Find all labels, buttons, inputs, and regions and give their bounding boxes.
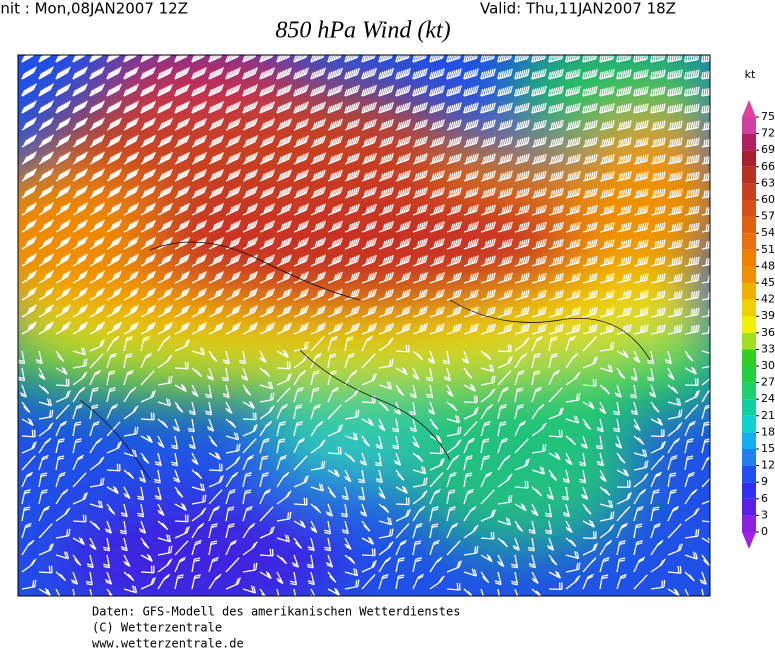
colorbar-tick-label: 51 xyxy=(761,243,775,256)
colorbar-tick-label: 30 xyxy=(761,359,775,372)
footer-line: www.wetterzentrale.de xyxy=(92,637,244,648)
colorbar-bin xyxy=(742,382,756,400)
colorbar-tick-label: 45 xyxy=(761,276,775,289)
map-frame xyxy=(17,54,711,597)
colorbar-tick-label: 42 xyxy=(761,293,775,306)
colorbar-tick-label: 33 xyxy=(761,342,775,355)
colorbar-tick-label: 15 xyxy=(761,442,775,455)
colorbar-tick-label: 12 xyxy=(761,459,775,472)
colorbar-tick-label: 27 xyxy=(761,376,775,389)
footer-line: Daten: GFS-Modell des amerikanischen Wet… xyxy=(92,605,460,619)
colorbar-bin xyxy=(742,166,756,184)
colorbar-tick-label: 24 xyxy=(761,392,775,405)
footer-line: (C) Wetterzentrale xyxy=(92,621,222,635)
colorbar-bin xyxy=(742,449,756,466)
colorbar-bin xyxy=(742,432,756,449)
colorbar-arrow xyxy=(742,532,756,549)
map xyxy=(18,55,710,596)
colorbar-bin xyxy=(742,216,756,234)
colorbar-arrow xyxy=(742,100,756,117)
init-time: Init : Mon,08JAN2007 12Z xyxy=(0,0,188,18)
colorbar-tick-label: 36 xyxy=(761,326,775,339)
colorbar-bin xyxy=(742,117,756,134)
colorbar-bin xyxy=(742,482,756,499)
colorbar-bin xyxy=(742,249,756,267)
colorbar-tick-label: 39 xyxy=(761,309,775,322)
colorbar-tick-label: 69 xyxy=(761,143,775,156)
colorbar-bin xyxy=(742,266,756,283)
colorbar-tick-label: 0 xyxy=(761,525,768,538)
colorbar-tick-label: 6 xyxy=(761,492,768,505)
colorbar-tick-label: 18 xyxy=(761,425,775,438)
wind-barbs xyxy=(18,55,710,596)
colorbar-bin xyxy=(742,498,756,516)
colorbar-bin xyxy=(742,233,756,250)
colorbar: 0369121518212427303336394245485154576063… xyxy=(742,100,775,549)
colorbar-tick-label: 63 xyxy=(761,176,775,189)
colorbar-bin xyxy=(742,316,756,333)
colorbar-tick-label: 21 xyxy=(761,409,775,422)
colorbar-tick-label: 57 xyxy=(761,210,775,223)
colorbar-tick-label: 75 xyxy=(761,110,775,123)
colorbar-bin xyxy=(742,515,756,532)
colorbar-tick-label: 72 xyxy=(761,127,775,140)
map-title: 850 hPa Wind (kt) xyxy=(275,18,450,44)
colorbar-tick-label: 9 xyxy=(761,475,768,488)
colorbar-bin xyxy=(742,399,756,416)
colorbar-tick-label: 3 xyxy=(761,508,768,521)
colorbar-bin xyxy=(742,183,756,200)
colorbar-bin xyxy=(742,299,756,317)
colorbar-tick-label: 48 xyxy=(761,259,775,272)
colorbar-bin xyxy=(742,150,756,167)
colorbar-bin xyxy=(742,283,756,300)
colorbar-bin xyxy=(742,133,756,151)
colorbar-tick-label: 54 xyxy=(761,226,775,239)
valid-time: Valid: Thu,11JAN2007 18Z xyxy=(480,0,676,18)
colorbar-unit: kt xyxy=(745,68,756,81)
colorbar-tick-label: 66 xyxy=(761,160,775,173)
colorbar-tick-label: 60 xyxy=(761,193,775,206)
colorbar-bin xyxy=(742,332,756,350)
colorbar-bin xyxy=(742,465,756,483)
colorbar-bin xyxy=(742,366,756,383)
colorbar-bin xyxy=(742,200,756,217)
colorbar-bin xyxy=(742,349,756,366)
colorbar-bin xyxy=(742,415,756,433)
